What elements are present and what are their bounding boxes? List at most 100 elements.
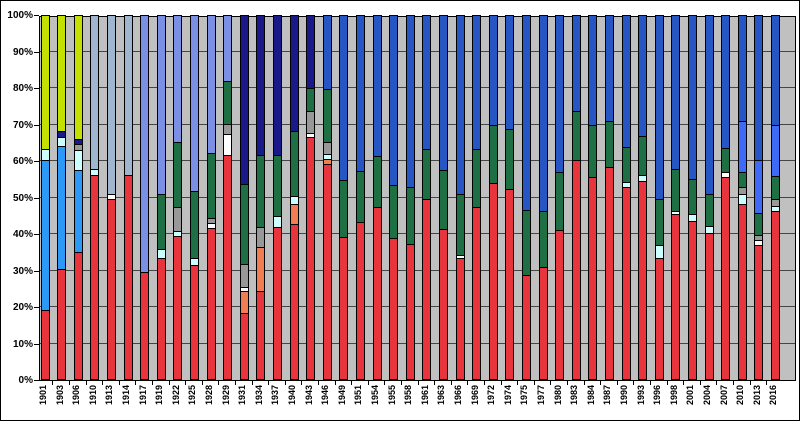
x-tick: [151, 381, 153, 385]
x-axis-label-1975: 1975: [519, 385, 530, 406]
segment-country_national: [622, 148, 630, 183]
segment-labor: [622, 187, 630, 379]
segment-country_national: [755, 214, 763, 236]
segment-labor: [207, 229, 215, 379]
x-axis-label-1966: 1966: [453, 385, 463, 406]
segment-country_national: [738, 173, 746, 188]
gridline-90: [40, 50, 795, 52]
y-axis-label-40: 40%: [12, 229, 33, 240]
segment-nationalist: [224, 16, 232, 83]
bar-1984: [588, 15, 598, 380]
segment-labor: [456, 258, 464, 379]
segment-independent_gray: [240, 264, 248, 289]
y-axis-label-100: 100%: [7, 10, 33, 21]
segment-liberal: [605, 16, 613, 122]
segment-liberal: [688, 16, 696, 181]
segment-commonwealth_liberal: [107, 16, 115, 195]
bar-1913: [106, 15, 116, 380]
segment-liberal: [539, 16, 547, 213]
segment-country_national: [340, 181, 348, 239]
y-tick: [34, 124, 39, 126]
segment-free_trade: [58, 16, 66, 133]
bar-1943: [306, 15, 316, 380]
x-tick: [201, 381, 203, 385]
bar-1966: [455, 15, 465, 380]
gridline-20: [40, 306, 795, 307]
segment-independent_gray: [323, 143, 331, 155]
segment-labor: [74, 253, 82, 379]
segment-independent_gray: [174, 208, 182, 232]
y-tick: [34, 15, 39, 16]
x-tick: [251, 381, 253, 385]
segment-country_national: [273, 155, 281, 218]
bar-1901: [40, 15, 50, 380]
x-tick: [102, 381, 104, 385]
segment-country_national: [771, 176, 779, 201]
gridline-50: [40, 196, 795, 198]
segment-independent_white: [240, 288, 248, 292]
x-axis-label-2013: 2013: [751, 385, 762, 406]
x-tick: [68, 381, 70, 385]
segment-liberal: [589, 16, 597, 127]
bar-1998: [671, 15, 681, 380]
segment-country_national: [157, 194, 165, 251]
segment-country_national: [406, 188, 414, 246]
segment-independent_gray: [771, 200, 779, 207]
segment-independent_cyan: [655, 246, 663, 259]
segment-commonwealth_liberal: [91, 16, 99, 171]
x-tick: [649, 381, 651, 385]
segment-country_national: [672, 170, 680, 212]
gridline-10: [40, 342, 795, 344]
y-tick: [34, 234, 39, 235]
segment-country_national: [473, 149, 481, 208]
y-tick: [34, 51, 39, 53]
x-axis-label-1977: 1977: [536, 385, 546, 406]
segment-country_national: [290, 132, 298, 198]
y-axis-label-80: 80%: [12, 83, 33, 94]
y-tick: [34, 161, 39, 162]
segment-country_national: [506, 130, 514, 191]
segment-liberal: [738, 16, 746, 123]
segment-labor: [705, 233, 713, 379]
y-axis-label-60: 60%: [12, 156, 33, 167]
bar-1977: [538, 15, 548, 380]
bar-1972: [488, 15, 498, 380]
bar-1951: [355, 15, 365, 380]
bar-1928: [206, 15, 216, 380]
segment-labor: [489, 184, 497, 379]
segment-nationalist: [207, 16, 215, 154]
segment-liberal: [639, 16, 647, 137]
x-tick: [666, 381, 668, 385]
bar-1919: [156, 15, 166, 380]
segment-independent_cyan: [705, 226, 713, 234]
y-axis-label-50: 50%: [12, 192, 33, 204]
segment-country_national: [722, 149, 730, 174]
segment-country_national: [439, 170, 447, 231]
segment-liberal: [473, 16, 481, 150]
segment-labor: [771, 211, 779, 379]
x-tick: [450, 381, 452, 385]
segment-labor: [506, 190, 514, 379]
x-axis-label-1914: 1914: [121, 385, 131, 406]
x-axis-label-1998: 1998: [668, 385, 679, 406]
y-axis-label-20: 20%: [12, 302, 33, 313]
segment-liberal: [356, 16, 364, 173]
segment-labor: [605, 168, 613, 379]
segment-independent_gray: [738, 187, 746, 195]
x-tick: [234, 381, 236, 385]
segment-labor: [390, 239, 398, 379]
bar-2013: [754, 15, 764, 380]
y-tick: [34, 197, 39, 199]
x-axis-label-2010: 2010: [735, 385, 746, 406]
segment-country_national: [639, 136, 647, 177]
segment-independent_white: [224, 135, 232, 157]
segment-nationalist: [174, 16, 182, 144]
segment-country_national: [489, 126, 497, 185]
segment-liberal: [556, 16, 564, 173]
segment-liberal: [705, 16, 713, 195]
segment-country_national: [589, 126, 597, 178]
gridline-60: [40, 160, 795, 161]
segment-labor: [722, 178, 730, 379]
segment-independent_cyan: [74, 151, 82, 171]
segment-liberal: [423, 16, 431, 150]
